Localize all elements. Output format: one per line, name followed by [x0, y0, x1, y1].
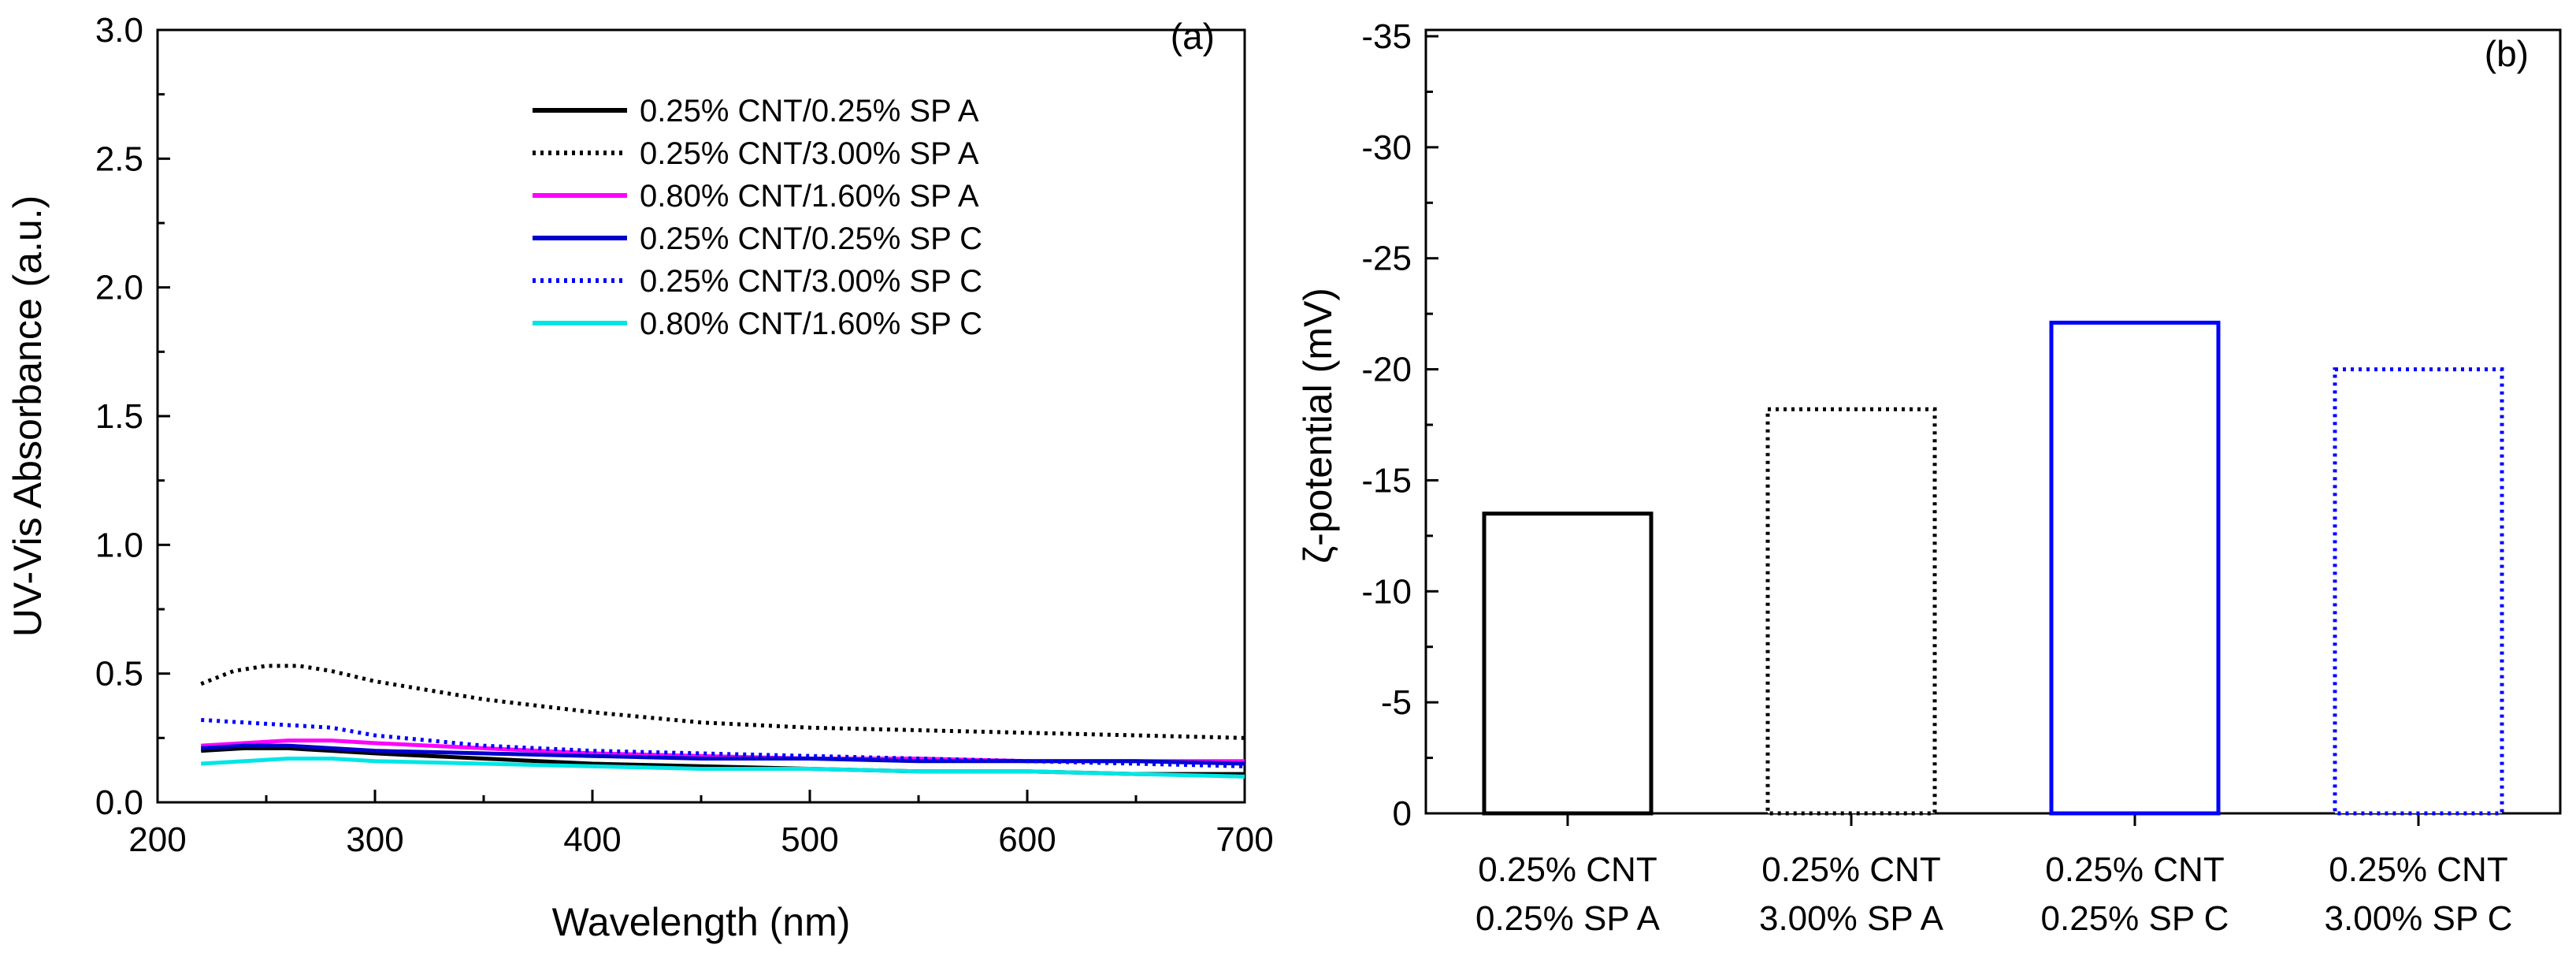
- panel-b-ticks: 0 -5 -10 -15 -20 -25 -30 -35: [1361, 17, 2420, 833]
- category-label-1-line-1: 0.25% CNT: [1478, 850, 1657, 889]
- legend-label-2: 0.25% CNT/3.00% SP A: [640, 136, 979, 171]
- x-tick-label-200: 200: [128, 820, 186, 859]
- b-y-tick-label-15: -15: [1361, 461, 1412, 500]
- panel-b-y-axis-title: ζ-potential (mV): [1296, 288, 1340, 564]
- panel-a-x-axis-title: Wavelength (nm): [552, 900, 851, 944]
- panel-b-bars-group: [1482, 320, 2504, 816]
- y-tick-label-0-0: 0.0: [95, 783, 143, 822]
- panel-a-uv-vis-chart: 200 300 400 500 600 7000.00.51.01.52.02.53.0 …: [6, 11, 1274, 944]
- legend-label-5: 0.25% CNT/3.00% SP C: [640, 264, 982, 299]
- b-y-tick-label-5: -5: [1381, 683, 1412, 722]
- bar-4: [2333, 367, 2504, 816]
- series-line-2: [200, 664, 1245, 740]
- bar-1: [1482, 511, 1654, 816]
- y-tick-label-0-5: 0.5: [95, 655, 143, 694]
- x-tick-label-600: 600: [998, 820, 1056, 859]
- b-y-tick-label-10: -10: [1361, 572, 1412, 611]
- y-tick-label-2-5: 2.5: [95, 139, 143, 178]
- legend-label-1: 0.25% CNT/0.25% SP A: [640, 94, 979, 128]
- panel-b-plot-frame: [1424, 28, 2562, 815]
- b-y-tick-label-25: -25: [1361, 240, 1412, 278]
- bar-3: [2049, 320, 2221, 816]
- category-label-1-line-2: 0.25% SP A: [1475, 899, 1661, 938]
- panel-b-zeta-potential-chart: 0 -5 -10 -15 -20 -25 -30 -35 0.25% CNT 0.25% SP …: [1296, 17, 2562, 938]
- b-y-tick-label-35: -35: [1361, 17, 1412, 56]
- panel-a-series-group: [200, 664, 1245, 779]
- legend-label-3: 0.80% CNT/1.60% SP A: [640, 179, 979, 214]
- y-tick-label-2-0: 2.0: [95, 269, 143, 307]
- panel-a-label: (a): [1171, 16, 1215, 57]
- b-y-tick-label-30: -30: [1361, 128, 1412, 167]
- category-label-2-line-1: 0.25% CNT: [1761, 850, 1940, 889]
- y-tick-label-3-0: 3.0: [95, 11, 143, 50]
- category-label-2-line-2: 3.00% SP A: [1759, 899, 1944, 938]
- y-tick-label-1-5: 1.5: [95, 397, 143, 436]
- x-tick-label-400: 400: [563, 820, 621, 859]
- category-label-4-line-1: 0.25% CNT: [2329, 850, 2507, 889]
- category-label-4-line-2: 3.00% SP C: [2325, 899, 2513, 938]
- series-line-6: [201, 756, 1245, 779]
- series-line-5: [201, 717, 1245, 768]
- legend-label-4: 0.25% CNT/0.25% SP C: [640, 221, 982, 256]
- x-tick-label-700: 700: [1216, 820, 1273, 859]
- panel-a-y-axis-title: UV-Vis Absorbance (a.u.): [6, 195, 50, 637]
- panel-b-category-labels: 0.25% CNT 0.25% SP A 0.25% CNT 3.00% SP A 0.…: [1475, 850, 2512, 938]
- y-tick-label-1-0: 1.0: [95, 526, 143, 564]
- category-label-3-line-2: 0.25% SP C: [2041, 899, 2229, 938]
- bar-2: [1765, 407, 1937, 816]
- panel-a-ticks: 200 300 400 500 600 700 0.0 0.5 1.0 1.5 2.0 2.5 3.0: [95, 11, 1274, 859]
- legend-label-6: 0.80% CNT/1.60% SP C: [640, 307, 982, 341]
- panel-b-label: (b): [2485, 33, 2529, 74]
- x-tick-label-500: 500: [781, 820, 838, 859]
- x-tick-label-300: 300: [346, 820, 403, 859]
- b-y-tick-label-0: 0: [1393, 794, 1412, 833]
- b-y-tick-label-20: -20: [1361, 351, 1412, 389]
- category-label-3-line-1: 0.25% CNT: [2045, 850, 2224, 889]
- panel-a-legend: 0.25% CNT/0.25% SP A 0.25% CNT/3.00% SP A…: [533, 94, 982, 341]
